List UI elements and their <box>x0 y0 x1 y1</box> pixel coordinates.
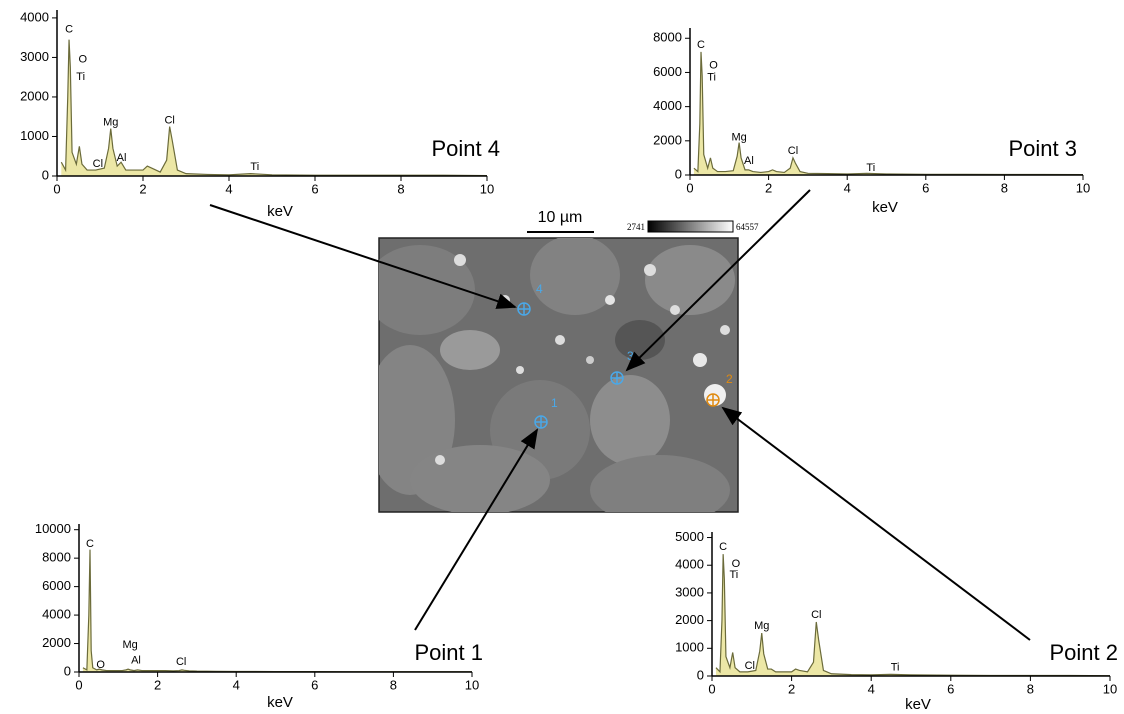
y-tick-label: 0 <box>64 663 71 678</box>
peak-label: Mg <box>103 117 118 129</box>
x-tick-label: 0 <box>708 681 715 696</box>
spectrum-line <box>693 51 1084 176</box>
chart-title: Point 2 <box>1050 640 1119 665</box>
x-tick-label: 8 <box>397 181 404 196</box>
y-tick-label: 10000 <box>35 521 71 536</box>
peak-label: Cl <box>93 158 103 170</box>
x-tick-label: 8 <box>1001 180 1008 195</box>
point-label: 4 <box>536 282 543 296</box>
peak-label: O <box>732 558 741 570</box>
y-tick-label: 2000 <box>653 132 682 147</box>
x-tick-label: 6 <box>311 677 318 692</box>
x-tick-label: 10 <box>480 181 494 196</box>
peak-label: Cl <box>164 115 174 127</box>
x-tick-label: 4 <box>868 681 875 696</box>
y-tick-label: 8000 <box>42 550 71 565</box>
peak-label: Cl <box>176 656 186 668</box>
point-label: 2 <box>726 372 733 386</box>
y-tick-label: 0 <box>697 667 704 682</box>
x-tick-label: 8 <box>1027 681 1034 696</box>
x-tick-label: 10 <box>1076 180 1090 195</box>
point-marker <box>706 393 720 407</box>
sem-image: 10 µm 2741 64557 1 2 3 4 <box>378 209 759 513</box>
y-tick-label: 6000 <box>42 578 71 593</box>
peak-label: C <box>65 24 73 36</box>
y-tick-label: 2000 <box>675 612 704 627</box>
y-tick-label: 2000 <box>20 88 49 103</box>
y-tick-label: 8000 <box>653 30 682 45</box>
y-tick-label: 1000 <box>20 128 49 143</box>
peak-label: C <box>719 541 727 553</box>
y-tick-label: 1000 <box>675 640 704 655</box>
x-axis-label: keV <box>905 696 931 713</box>
peak-label: Ti <box>866 162 875 174</box>
peak-label: Cl <box>745 660 755 672</box>
gray-scale <box>647 220 734 233</box>
peak-label: C <box>697 39 705 51</box>
spectrum-line <box>715 554 1111 677</box>
peak-label: Al <box>131 655 141 667</box>
peak-label: Ti <box>76 71 85 83</box>
x-tick-label: 10 <box>465 677 479 692</box>
x-tick-label: 6 <box>947 681 954 696</box>
x-tick-label: 0 <box>53 181 60 196</box>
arrows <box>209 189 1031 641</box>
scale-max: 64557 <box>736 222 759 232</box>
y-tick-label: 5000 <box>675 529 704 544</box>
y-tick-label: 2000 <box>42 635 71 650</box>
x-tick-label: 4 <box>225 181 232 196</box>
chart-title: Point 1 <box>415 640 484 665</box>
x-tick-label: 10 <box>1103 681 1117 696</box>
peak-label: Mg <box>754 620 769 632</box>
x-tick-label: 6 <box>922 180 929 195</box>
y-tick-label: 0 <box>675 166 682 181</box>
point-label: 3 <box>627 349 634 363</box>
peak-label: Ti <box>730 569 739 581</box>
peak-label: Ti <box>891 662 900 674</box>
peak-label: Al <box>744 155 754 167</box>
peak-label: Mg <box>122 639 137 651</box>
x-tick-label: 2 <box>765 180 772 195</box>
y-tick-label: 3000 <box>675 584 704 599</box>
scale-min: 2741 <box>627 222 645 232</box>
point-label: 1 <box>551 396 558 410</box>
y-tick-label: 4000 <box>42 607 71 622</box>
scale-bar-label: 10 µm <box>538 209 583 226</box>
x-tick-label: 4 <box>844 180 851 195</box>
peak-label: C <box>86 538 94 550</box>
peak-label: O <box>709 60 718 72</box>
peak-label: Mg <box>731 131 746 143</box>
x-tick-label: 2 <box>139 181 146 196</box>
y-tick-label: 4000 <box>675 557 704 572</box>
peak-label: O <box>96 659 105 671</box>
spectrum-line <box>60 39 488 177</box>
peak-label: Cl <box>811 609 821 621</box>
peak-label: Cl <box>788 145 798 157</box>
y-tick-label: 4000 <box>653 98 682 113</box>
x-axis-label: keV <box>872 199 898 216</box>
x-tick-label: 0 <box>686 180 693 195</box>
peak-label: O <box>79 53 88 65</box>
x-axis-label: keV <box>267 203 293 220</box>
peak-label: Ti <box>707 71 716 83</box>
peak-label: Ti <box>250 161 259 173</box>
chart-title: Point 3 <box>1009 136 1078 161</box>
peak-label: Al <box>117 152 127 164</box>
x-tick-label: 8 <box>390 677 397 692</box>
x-tick-label: 4 <box>233 677 240 692</box>
point-marker <box>517 302 624 429</box>
y-tick-label: 4000 <box>20 9 49 24</box>
y-tick-label: 6000 <box>653 64 682 79</box>
x-axis-label: keV <box>267 694 293 711</box>
chart-title: Point 4 <box>432 136 501 161</box>
y-tick-label: 0 <box>42 167 49 182</box>
x-tick-label: 2 <box>788 681 795 696</box>
x-tick-label: 2 <box>154 677 161 692</box>
y-tick-label: 3000 <box>20 49 49 64</box>
x-tick-label: 0 <box>75 677 82 692</box>
x-tick-label: 6 <box>311 181 318 196</box>
